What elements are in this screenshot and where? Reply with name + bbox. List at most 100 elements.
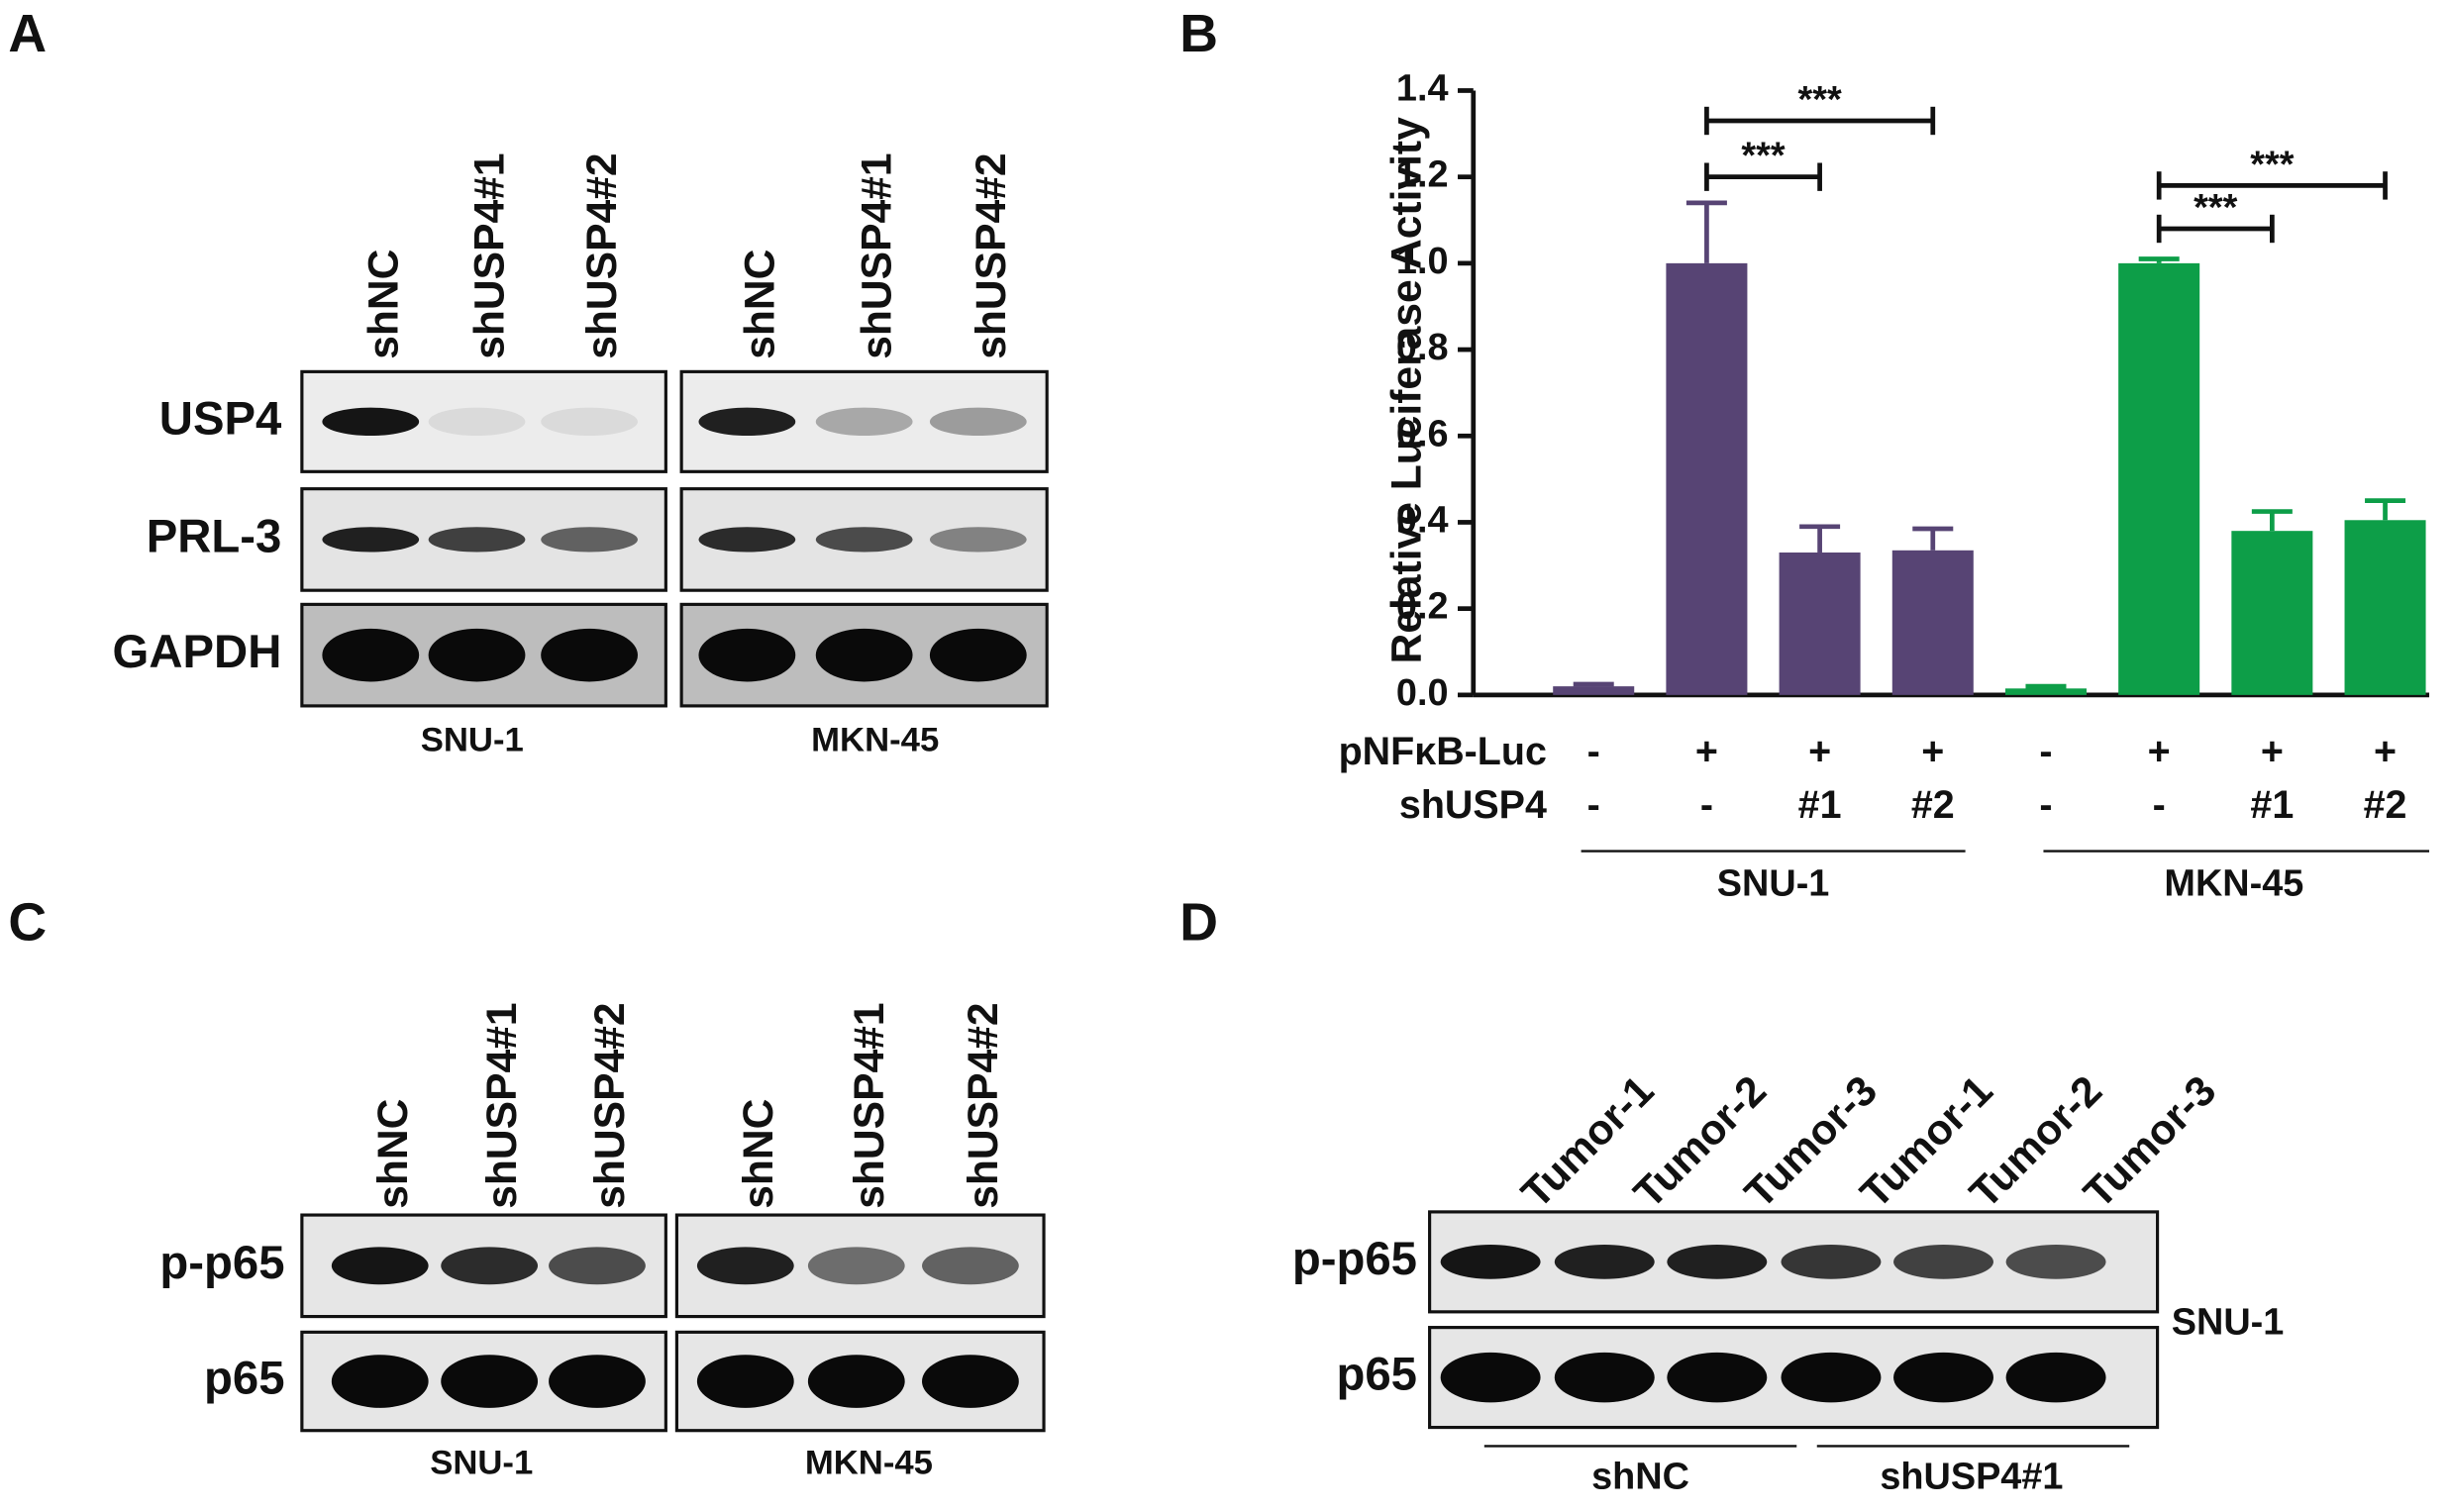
- row-cell: #1: [1798, 783, 1842, 827]
- row-cell: +: [2261, 730, 2284, 773]
- blot-band: [322, 628, 420, 682]
- blot-band: [541, 527, 638, 553]
- blot-band: [922, 1355, 1019, 1408]
- blot-band: [428, 407, 526, 437]
- significance-bracket: [1704, 106, 1936, 136]
- row-cell: +: [1695, 730, 1718, 773]
- blot-band: [815, 527, 913, 553]
- row-label: pNFκB-Luc: [1339, 730, 1547, 773]
- y-tick-label: 0.2: [1396, 586, 1449, 628]
- blot-band: [1440, 1352, 1541, 1403]
- blot-band: [541, 407, 638, 437]
- blot-band: [428, 527, 526, 553]
- row-cell: #1: [2250, 783, 2294, 827]
- blot-band: [815, 407, 913, 437]
- error-bar: [1912, 526, 1954, 551]
- row-label: p-p65: [1292, 1233, 1417, 1285]
- blot-band: [549, 1247, 646, 1285]
- lane-label: shNC: [359, 250, 407, 359]
- significance-label: ***: [2194, 187, 2237, 229]
- group-label: shNC: [1591, 1457, 1689, 1498]
- blot-band: [922, 1247, 1019, 1285]
- blot-band: [441, 1355, 539, 1408]
- row-cell: -: [2039, 783, 2052, 827]
- row-cell: -: [1700, 783, 1713, 827]
- blot-band: [929, 407, 1027, 437]
- lane-label: shUSP4#1: [466, 152, 514, 358]
- significance-bracket: [1704, 162, 1822, 191]
- lane-label: shUSP4#1: [478, 1002, 526, 1208]
- blot-band: [331, 1247, 429, 1285]
- cell-line-label: SNU-1: [2172, 1301, 2285, 1343]
- y-tick-label: 1.0: [1396, 241, 1449, 282]
- error-bar: [2025, 683, 2067, 689]
- row-cell: +: [2374, 730, 2397, 773]
- blot-band: [331, 1355, 429, 1408]
- blot-band: [2005, 1352, 2106, 1403]
- panel-label: D: [1179, 892, 1218, 952]
- blot-band: [541, 628, 638, 682]
- row-cell: -: [1587, 730, 1600, 773]
- blot-band: [322, 527, 420, 553]
- bar: [1666, 262, 1748, 695]
- y-axis-label: Relative Luciferase Activity: [1382, 117, 1430, 664]
- bar: [2004, 688, 2087, 695]
- cell-line-label: SNU-1: [421, 721, 524, 758]
- y-tick-label: 1.2: [1396, 154, 1449, 196]
- error-bar: [1573, 681, 1614, 687]
- significance-label: ***: [2250, 144, 2294, 185]
- lane-label: shUSP4#2: [586, 1002, 634, 1208]
- row-label: p-p65: [159, 1237, 284, 1289]
- bar: [2231, 531, 2313, 695]
- bar: [2344, 520, 2426, 695]
- blot-band: [929, 628, 1027, 682]
- blot-band: [1893, 1245, 1993, 1279]
- y-tick-label: 1.4: [1396, 67, 1449, 109]
- lane-label: shNC: [736, 250, 783, 359]
- row-cell: -: [2153, 783, 2166, 827]
- significance-label: ***: [1798, 79, 1842, 121]
- blot-band: [696, 1247, 794, 1285]
- error-bar: [2138, 256, 2180, 263]
- row-label: p65: [1336, 1349, 1417, 1401]
- panel-label: C: [8, 892, 47, 952]
- row-label: USP4: [159, 392, 282, 445]
- blot-band: [549, 1355, 646, 1408]
- row-cell: +: [2148, 730, 2171, 773]
- cell-line-label: MKN-45: [805, 1445, 933, 1482]
- y-tick-label: 0.8: [1396, 327, 1449, 368]
- row-cell: +: [1921, 730, 1944, 773]
- blot-band: [428, 628, 526, 682]
- cell-line-label: SNU-1: [430, 1445, 533, 1482]
- row-cell: #2: [2364, 783, 2407, 827]
- lane-label: shUSP4#1: [846, 1002, 893, 1208]
- lane-label: shNC: [735, 1099, 782, 1209]
- error-bar: [2365, 498, 2406, 521]
- blot-band: [322, 407, 420, 437]
- row-cell: -: [2039, 730, 2052, 773]
- significance-bracket: [2156, 214, 2275, 244]
- blot-band: [698, 407, 796, 437]
- lane-label: shNC: [369, 1099, 417, 1209]
- row-label: shUSP4: [1399, 783, 1547, 827]
- blot-band: [696, 1355, 794, 1408]
- blot-band: [1667, 1352, 1768, 1403]
- row-cell: -: [1587, 783, 1600, 827]
- lane-label: shUSP4#2: [968, 152, 1015, 358]
- blot-band: [698, 527, 796, 553]
- significance-label: ***: [1741, 136, 1785, 177]
- y-tick-label: 0.0: [1396, 672, 1449, 714]
- row-label: PRL-3: [147, 510, 282, 562]
- row-label: p65: [204, 1353, 285, 1405]
- bar: [1779, 552, 1861, 695]
- blot-band: [441, 1247, 539, 1285]
- blot-band: [1781, 1352, 1882, 1403]
- lane-label: shUSP4#2: [960, 1002, 1007, 1208]
- bar: [2118, 262, 2200, 695]
- blot-band: [698, 628, 796, 682]
- lane-label: shUSP4#2: [578, 152, 626, 358]
- bar: [1891, 550, 1974, 695]
- blot-band: [1893, 1352, 1993, 1403]
- cell-line-label: MKN-45: [811, 721, 939, 758]
